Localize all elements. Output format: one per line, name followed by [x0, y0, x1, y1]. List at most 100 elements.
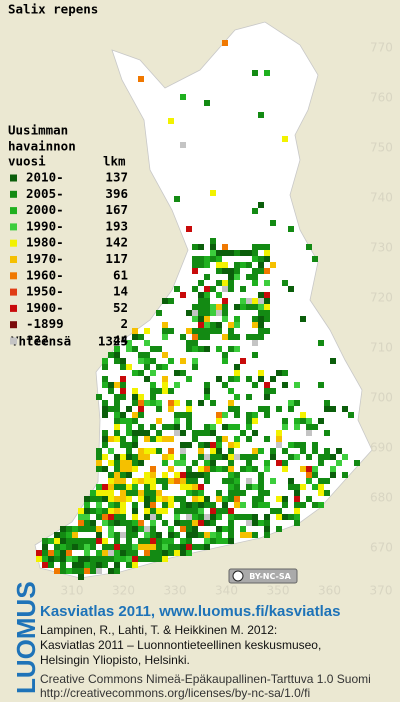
- occurrence-square: [258, 262, 264, 268]
- occurrence-square: [132, 430, 138, 436]
- occurrence-square: [174, 286, 180, 292]
- occurrence-square: [222, 502, 228, 508]
- occurrence-square: [126, 550, 132, 556]
- occurrence-square: [192, 532, 198, 538]
- occurrence-square: [180, 358, 186, 364]
- occurrence-square: [144, 490, 150, 496]
- occurrence-square: [204, 322, 210, 328]
- occurrence-square: [168, 400, 174, 406]
- occurrence-square: [144, 358, 150, 364]
- occurrence-square: [114, 454, 120, 460]
- occurrence-square: [210, 514, 216, 520]
- occurrence-square: [150, 400, 156, 406]
- occurrence-square: [144, 430, 150, 436]
- occurrence-square: [66, 550, 72, 556]
- occurrence-square: [324, 478, 330, 484]
- legend-count: 396: [105, 186, 128, 201]
- occurrence-square: [186, 484, 192, 490]
- occurrence-square: [306, 430, 312, 436]
- occurrence-square: [324, 454, 330, 460]
- occurrence-square: [150, 424, 156, 430]
- occurrence-square: [330, 472, 336, 478]
- occurrence-square: [108, 544, 114, 550]
- occurrence-square: [264, 316, 270, 322]
- occurrence-square: [228, 376, 234, 382]
- legend-swatch: [10, 337, 17, 345]
- occurrence-square: [210, 454, 216, 460]
- occurrence-square: [150, 382, 156, 388]
- occurrence-square: [282, 514, 288, 520]
- occurrence-square: [264, 244, 270, 250]
- occurrence-square: [234, 412, 240, 418]
- occurrence-square: [126, 406, 132, 412]
- occurrence-square: [228, 478, 234, 484]
- occurrence-square: [276, 430, 282, 436]
- occurrence-square: [234, 514, 240, 520]
- occurrence-square: [228, 466, 234, 472]
- occurrence-square: [174, 478, 180, 484]
- occurrence-square: [102, 442, 108, 448]
- occurrence-square: [150, 496, 156, 502]
- occurrence-square: [78, 556, 84, 562]
- occurrence-square: [120, 514, 126, 520]
- occurrence-square: [150, 544, 156, 550]
- occurrence-square: [270, 388, 276, 394]
- occurrence-square: [54, 532, 60, 538]
- occurrence-square: [216, 262, 222, 268]
- occurrence-square: [330, 358, 336, 364]
- occurrence-square: [84, 520, 90, 526]
- occurrence-square: [114, 400, 120, 406]
- occurrence-square: [306, 424, 312, 430]
- occurrence-square: [96, 556, 102, 562]
- occurrence-square: [276, 370, 282, 376]
- occurrence-square: [264, 256, 270, 262]
- occurrence-square: [258, 112, 264, 118]
- occurrence-square: [162, 556, 168, 562]
- occurrence-square: [174, 544, 180, 550]
- occurrence-square: [204, 454, 210, 460]
- occurrence-square: [300, 466, 306, 472]
- occurrence-square: [174, 514, 180, 520]
- occurrence-square: [174, 430, 180, 436]
- occurrence-square: [234, 376, 240, 382]
- occurrence-square: [270, 376, 276, 382]
- occurrence-square: [192, 490, 198, 496]
- occurrence-square: [300, 448, 306, 454]
- occurrence-square: [102, 382, 108, 388]
- occurrence-square: [96, 568, 102, 574]
- occurrence-square: [162, 538, 168, 544]
- occurrence-square: [120, 550, 126, 556]
- occurrence-square: [90, 508, 96, 514]
- occurrence-square: [198, 448, 204, 454]
- occurrence-square: [258, 478, 264, 484]
- occurrence-square: [126, 460, 132, 466]
- occurrence-square: [156, 508, 162, 514]
- occurrence-square: [174, 412, 180, 418]
- occurrence-square: [156, 532, 162, 538]
- occurrence-square: [192, 484, 198, 490]
- occurrence-square: [276, 442, 282, 448]
- occurrence-square: [222, 508, 228, 514]
- occurrence-square: [168, 544, 174, 550]
- occurrence-square: [96, 526, 102, 532]
- occurrence-square: [240, 532, 246, 538]
- occurrence-square: [258, 406, 264, 412]
- occurrence-square: [324, 448, 330, 454]
- occurrence-square: [78, 514, 84, 520]
- occurrence-square: [192, 436, 198, 442]
- occurrence-square: [96, 490, 102, 496]
- occurrence-square: [114, 418, 120, 424]
- occurrence-square: [168, 526, 174, 532]
- occurrence-square: [276, 526, 282, 532]
- occurrence-square: [240, 358, 246, 364]
- occurrence-square: [216, 280, 222, 286]
- occurrence-square: [288, 286, 294, 292]
- occurrence-square: [204, 316, 210, 322]
- occurrence-square: [192, 334, 198, 340]
- occurrence-square: [114, 562, 120, 568]
- occurrence-square: [300, 442, 306, 448]
- occurrence-square: [132, 514, 138, 520]
- occurrence-square: [204, 514, 210, 520]
- occurrence-square: [174, 550, 180, 556]
- northing-label: 770: [370, 41, 393, 55]
